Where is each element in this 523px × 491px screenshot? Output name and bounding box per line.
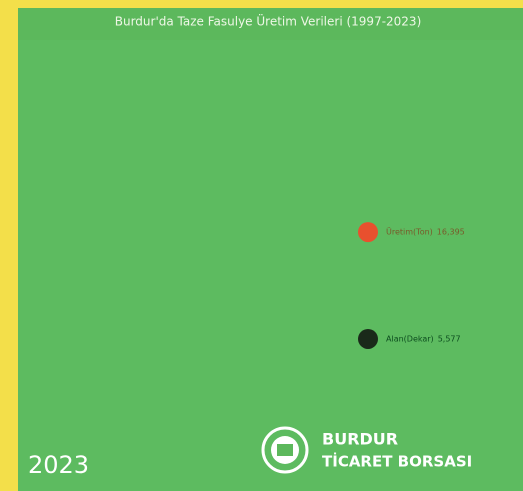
legend-label: Alan(Dekar) — [386, 334, 434, 343]
logo-icon — [277, 444, 293, 456]
logo-ring — [261, 426, 309, 474]
logo-text: TİCARET BORSASI — [322, 452, 472, 471]
end-marker — [358, 328, 378, 349]
data-label: 16,395 — [437, 228, 465, 237]
end-marker — [358, 222, 378, 243]
chart-title: Burdur'da Taze Fasulye Üretim Verileri (… — [115, 13, 422, 29]
data-label: 5,577 — [438, 334, 461, 343]
year-label: 2023 — [28, 451, 89, 479]
logo-text: BURDUR — [322, 430, 398, 449]
logo: BURDUR TİCARET BORSASI — [261, 426, 472, 474]
legend-label: Üretim(Ton) — [386, 227, 433, 237]
panel-body — [18, 40, 523, 491]
